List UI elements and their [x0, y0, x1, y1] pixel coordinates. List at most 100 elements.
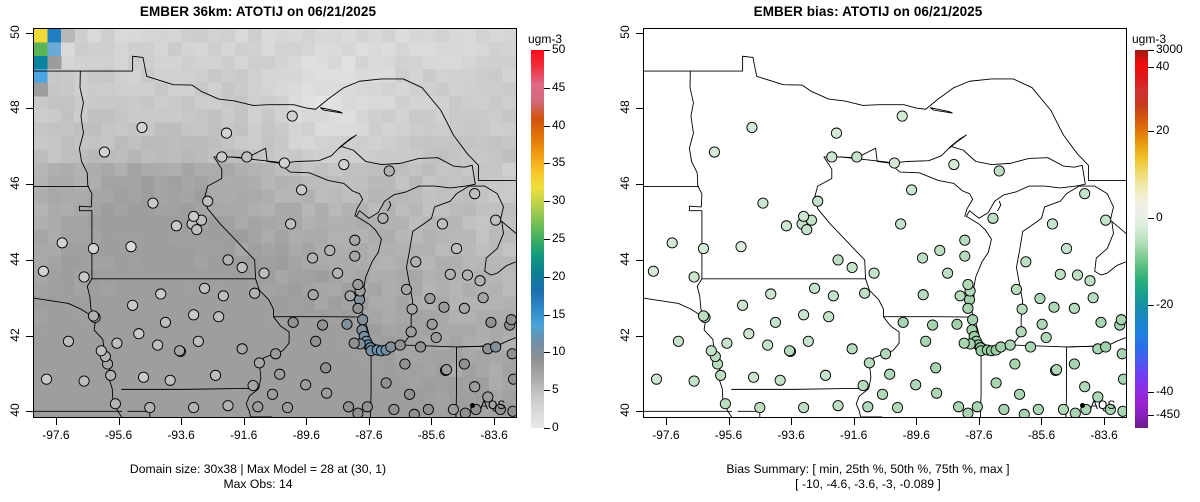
colorbar-units-bias: ugm-3: [1132, 32, 1167, 46]
x-axis-tick-label: -97.6: [42, 428, 70, 442]
y-axis-tickmark: [636, 32, 643, 34]
x-axis-tick-label: -91.6: [230, 428, 258, 442]
x-axis-tickmark: [368, 418, 370, 425]
x-axis-tickmark: [728, 418, 730, 425]
aqs-legend-dot-bias: [1080, 403, 1085, 408]
y-axis-tick-label: 48: [618, 100, 632, 115]
colorbar-tickmark: [544, 125, 550, 127]
x-axis-tick-label: -85.6: [417, 428, 446, 442]
y-axis-tick-label: 40: [618, 403, 632, 417]
x-axis-tickmark: [494, 418, 496, 425]
y-axis-tick-label: 50: [618, 25, 632, 39]
y-axis-tick-label: 46: [8, 176, 22, 190]
x-axis-tick-label: -93.6: [777, 428, 805, 442]
colorbar-tick-label: -450: [1156, 406, 1181, 421]
x-axis-tickmark: [55, 418, 57, 425]
x-axis-tick-label: -89.6: [902, 428, 930, 442]
y-axis-tick-label: 40: [8, 403, 22, 417]
colorbar-tickmark: [1148, 305, 1154, 307]
colorbar-tick-label: 45: [552, 79, 566, 94]
x-axis-tick-label: -95.6: [104, 428, 133, 442]
colorbar-tick-label: 25: [552, 231, 566, 245]
aqs-legend-dot-model: [470, 403, 475, 408]
colorbar-tickmark: [544, 390, 550, 392]
y-axis-tickmark: [636, 411, 643, 413]
y-axis-tickmark: [26, 335, 33, 337]
colorbar-tickmark: [1148, 50, 1154, 51]
colorbar-tick-label: 10: [552, 344, 566, 359]
panel-bias: EMBER bias: ATOTIJ on 06/21/2025 AQS Bia…: [600, 0, 1200, 502]
colorbar-tickmark: [544, 276, 550, 278]
map-canvas-bias: [644, 29, 1126, 417]
colorbar-tickmark: [1148, 392, 1154, 394]
colorbar-tickmark: [1148, 414, 1154, 416]
x-axis-tick-label: -87.6: [355, 428, 383, 442]
x-axis-tickmark: [431, 418, 433, 425]
map-canvas-model: [34, 29, 516, 417]
x-axis-tick-label: -85.6: [1027, 428, 1056, 442]
x-axis-tickmark: [978, 418, 980, 425]
colorbar-tickmark: [544, 352, 550, 354]
x-axis-tickmark: [243, 418, 245, 425]
colorbar-tick-label: 40: [1156, 59, 1170, 73]
x-axis-tick-label: -93.6: [167, 428, 195, 442]
colorbar-tick-label: -20: [1156, 297, 1174, 312]
colorbar-tick-label: 0: [552, 420, 559, 434]
y-axis-tickmark: [636, 259, 643, 261]
caption-line2-model: Max Obs: 14: [223, 477, 293, 491]
x-axis-tick-label: -83.6: [1090, 428, 1118, 442]
caption-line1-bias: Bias Summary: [ min, 25th %, 50th %, 75t…: [726, 462, 1010, 476]
colorbar-tick-label: 0: [1156, 210, 1163, 225]
colorbar-tickmark: [544, 87, 550, 89]
map-frame-model: [33, 28, 517, 418]
panel-title-bias: EMBER bias: ATOTIJ on 06/21/2025: [753, 4, 983, 19]
colorbar-units-model: ugm-3: [528, 32, 563, 46]
colorbar-tick-label: 40: [552, 117, 566, 132]
caption-line1-model: Domain size: 30x38 | Max Model = 28 at (…: [129, 462, 387, 476]
colorbar-tickmark: [544, 428, 550, 429]
x-axis-tickmark: [181, 418, 183, 425]
colorbar-tickmark: [1148, 67, 1154, 68]
colorbar-tick-label: 30: [552, 193, 566, 208]
x-axis-tickmark: [1104, 418, 1106, 425]
y-axis-tick-label: 48: [8, 100, 22, 115]
colorbar-tickmark: [1148, 131, 1154, 133]
x-axis-tick-label: -95.6: [714, 428, 743, 442]
colorbar-tick-label: 3000: [1156, 42, 1183, 56]
y-axis-tick-label: 44: [8, 252, 22, 266]
x-axis-tickmark: [791, 418, 793, 425]
map-frame-bias: [643, 28, 1127, 418]
y-axis-tick-label: 50: [8, 25, 22, 39]
y-axis-tickmark: [26, 184, 33, 186]
x-axis-tickmark: [306, 418, 308, 425]
colorbar-tickmark: [544, 163, 550, 165]
colorbar-gradient-model: [531, 50, 544, 428]
y-axis-tick-label: 42: [8, 327, 22, 342]
colorbar-tick-label: 50: [552, 42, 566, 56]
y-axis-tick-label: 46: [618, 176, 632, 190]
colorbar-gradient-bias: [1135, 50, 1148, 428]
x-axis-tickmark: [665, 418, 667, 425]
x-axis-tick-label: -87.6: [965, 428, 993, 442]
y-axis-tickmark: [636, 335, 643, 337]
y-axis-tickmark: [636, 108, 643, 110]
x-axis-tick-label: -91.6: [840, 428, 868, 442]
x-axis-tickmark: [118, 418, 120, 425]
colorbar-tickmark: [544, 50, 550, 51]
y-axis-tickmark: [26, 411, 33, 413]
x-axis-tickmark: [916, 418, 918, 425]
y-axis-tick-label: 44: [618, 252, 632, 266]
y-axis-tickmark: [636, 184, 643, 186]
y-axis-tickmark: [26, 108, 33, 110]
aqs-legend-label-model: AQS: [480, 398, 506, 412]
colorbar-tickmark: [544, 239, 550, 240]
x-axis-tickmark: [853, 418, 855, 425]
colorbar-tick-label: 20: [1156, 123, 1170, 138]
caption-line2-bias: [ -10, -4.6, -3.6, -3, -0.089 ]: [795, 477, 941, 491]
panel-title-model: EMBER 36km: ATOTIJ on 06/21/2025: [139, 4, 377, 19]
aqs-legend-label-bias: AQS: [1090, 398, 1116, 412]
colorbar-tick-label: -40: [1156, 384, 1174, 399]
colorbar-tick-label: 15: [552, 306, 566, 321]
colorbar-tickmark: [544, 201, 550, 203]
